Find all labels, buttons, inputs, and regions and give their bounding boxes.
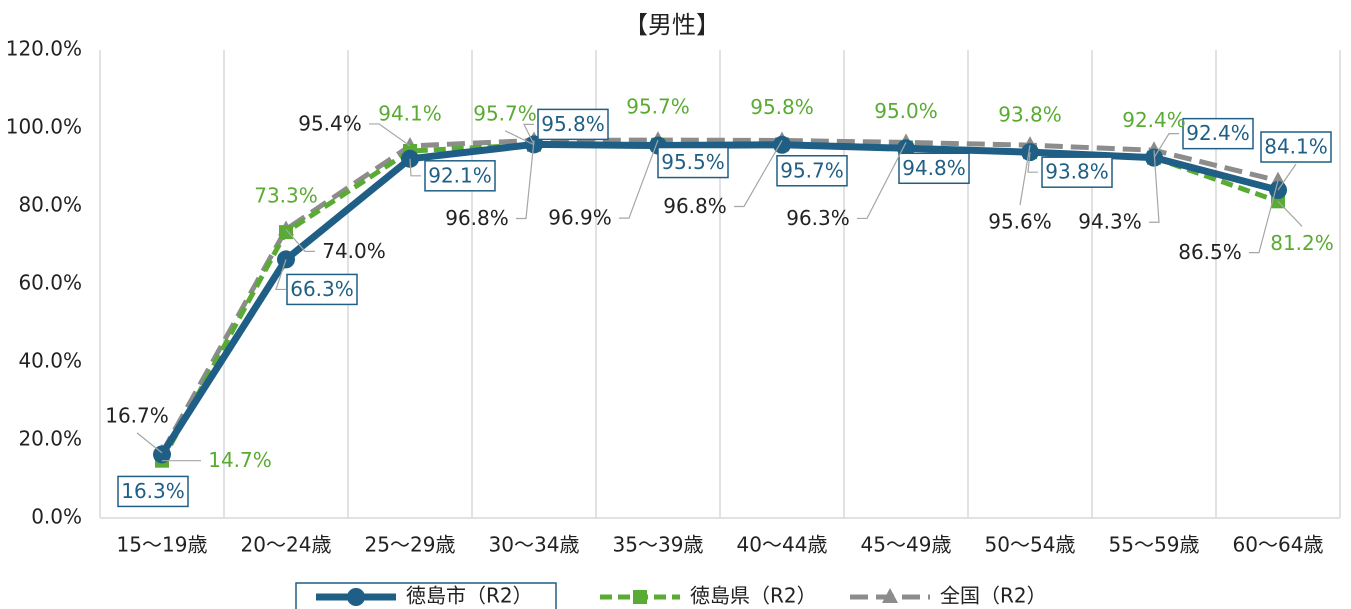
legend-item: 徳島市（R2） xyxy=(295,582,557,609)
leader-line xyxy=(1149,150,1160,223)
data-label: 14.7% xyxy=(208,448,272,472)
chart-title: 【男性】 xyxy=(624,11,720,39)
leader-line xyxy=(619,139,659,219)
label-box xyxy=(286,273,358,306)
label-box xyxy=(1260,131,1332,163)
leader-line xyxy=(1019,145,1031,206)
data-label: 95.5% xyxy=(661,150,725,174)
data-label: 16.3% xyxy=(121,479,185,503)
x-tick-label: 15～19歳 xyxy=(117,533,208,557)
x-tick-label: 60～64歳 xyxy=(1233,533,1324,557)
leader-line xyxy=(1277,163,1297,191)
leader-line xyxy=(1277,200,1303,227)
x-tick-label: 20～24歳 xyxy=(241,533,332,557)
leader-line xyxy=(285,229,315,252)
leader-line xyxy=(409,158,421,177)
data-label: 95.4% xyxy=(298,111,362,135)
legend-label: 徳島市（R2） xyxy=(406,584,533,608)
leader-line xyxy=(523,123,535,145)
y-tick-label: 40.0% xyxy=(18,349,82,373)
data-label: 92.1% xyxy=(428,163,492,187)
leader-line xyxy=(516,140,535,220)
data-label: 96.3% xyxy=(786,206,850,230)
data-label: 95.7% xyxy=(780,158,844,182)
data-label: 95.8% xyxy=(750,95,814,119)
x-tick-label: 30～34歳 xyxy=(489,533,580,557)
x-tick-label: 55～59歳 xyxy=(1109,533,1200,557)
leader-line xyxy=(1153,133,1179,158)
y-tick-label: 100.0% xyxy=(6,115,82,139)
label-box xyxy=(1182,117,1254,150)
leader-line xyxy=(1249,180,1279,254)
label-box xyxy=(537,108,609,141)
y-tick-label: 60.0% xyxy=(18,271,82,295)
legend-label: 徳島県（R2） xyxy=(690,584,817,608)
data-label: 81.2% xyxy=(1270,231,1334,255)
data-label: 95.6% xyxy=(988,210,1052,234)
data-label: 95.7% xyxy=(626,94,690,118)
label-box xyxy=(424,160,496,192)
data-label: 94.1% xyxy=(378,102,442,126)
leader-line xyxy=(504,130,535,146)
data-label: 93.8% xyxy=(998,103,1062,127)
data-label: 95.7% xyxy=(473,101,537,125)
data-label: 96.8% xyxy=(445,206,509,230)
x-tick-label: 35～39歳 xyxy=(613,533,704,557)
leader-line xyxy=(136,432,163,454)
data-label: 94.3% xyxy=(1078,210,1142,234)
legend-item: 徳島県（R2） xyxy=(600,584,817,608)
legend-label: 全国（R2） xyxy=(940,584,1047,608)
data-label: 73.3% xyxy=(254,184,318,208)
x-tick-label: 25～29歳 xyxy=(365,533,456,557)
data-label: 86.5% xyxy=(1178,240,1242,264)
data-label: 94.8% xyxy=(902,156,966,180)
series-line xyxy=(159,137,1279,455)
x-tick-label: 40～44歳 xyxy=(737,533,828,557)
data-label: 16.7% xyxy=(105,403,169,427)
data-label: 96.8% xyxy=(663,194,727,218)
data-label: 66.3% xyxy=(290,277,354,301)
leader-line xyxy=(734,140,783,208)
data-label: 95.8% xyxy=(541,112,605,136)
data-label: 74.0% xyxy=(322,239,386,263)
data-label: 95.0% xyxy=(874,99,938,123)
series-line xyxy=(159,140,1279,457)
data-label: 92.4% xyxy=(1122,108,1186,132)
leader-line xyxy=(1027,152,1038,173)
data-label: 96.9% xyxy=(548,206,612,230)
legend-marker xyxy=(633,590,647,604)
data-label: 92.4% xyxy=(1186,121,1250,145)
label-box xyxy=(657,146,729,179)
legend-marker xyxy=(882,588,898,603)
legend-selection xyxy=(295,582,557,609)
data-label: 93.8% xyxy=(1045,160,1109,184)
data-label: 84.1% xyxy=(1264,135,1328,159)
leader-line xyxy=(369,123,411,147)
legend-marker xyxy=(347,588,365,606)
label-box xyxy=(898,152,970,185)
leader-line xyxy=(857,142,907,220)
y-tick-label: 20.0% xyxy=(18,427,82,451)
y-tick-label: 80.0% xyxy=(18,193,82,217)
legend-item: 全国（R2） xyxy=(850,584,1047,608)
data-point xyxy=(279,225,293,240)
leader-line xyxy=(275,259,287,291)
label-box xyxy=(1041,156,1113,188)
x-tick-label: 50～54歳 xyxy=(985,533,1076,557)
label-box xyxy=(117,475,189,508)
y-tick-label: 0.0% xyxy=(31,505,82,529)
x-tick-label: 45～49歳 xyxy=(861,533,952,557)
y-tick-label: 120.0% xyxy=(6,37,82,61)
label-box xyxy=(776,155,848,187)
